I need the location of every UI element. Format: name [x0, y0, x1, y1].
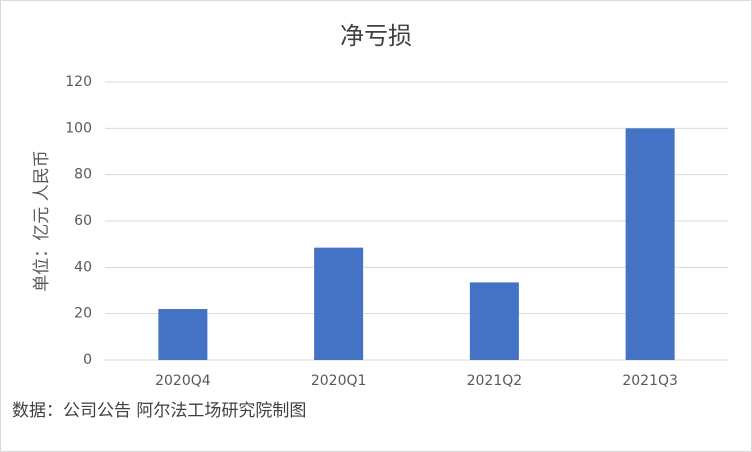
- x-tick-label: 2021Q2: [467, 373, 523, 389]
- source-note: 数据：公司公告 阿尔法工场研究院制图: [12, 401, 306, 421]
- y-tick-label: 120: [65, 74, 92, 90]
- y-axis-label: 单位：亿元 人民币: [32, 150, 52, 291]
- y-tick-label: 20: [74, 306, 92, 322]
- y-tick-label: 100: [65, 120, 92, 136]
- bar: [625, 128, 675, 360]
- x-tick-label: 2021Q3: [622, 373, 678, 389]
- bar: [158, 309, 208, 360]
- chart-title: 净亏损: [340, 22, 412, 50]
- x-tick-label: 2020Q4: [155, 373, 211, 389]
- x-tick-label: 2020Q1: [311, 373, 367, 389]
- y-tick-label: 60: [74, 213, 92, 229]
- bar: [469, 282, 519, 360]
- y-tick-label: 0: [83, 352, 92, 368]
- y-tick-label: 40: [74, 259, 92, 275]
- bar: [314, 247, 364, 360]
- y-tick-label: 80: [74, 167, 92, 183]
